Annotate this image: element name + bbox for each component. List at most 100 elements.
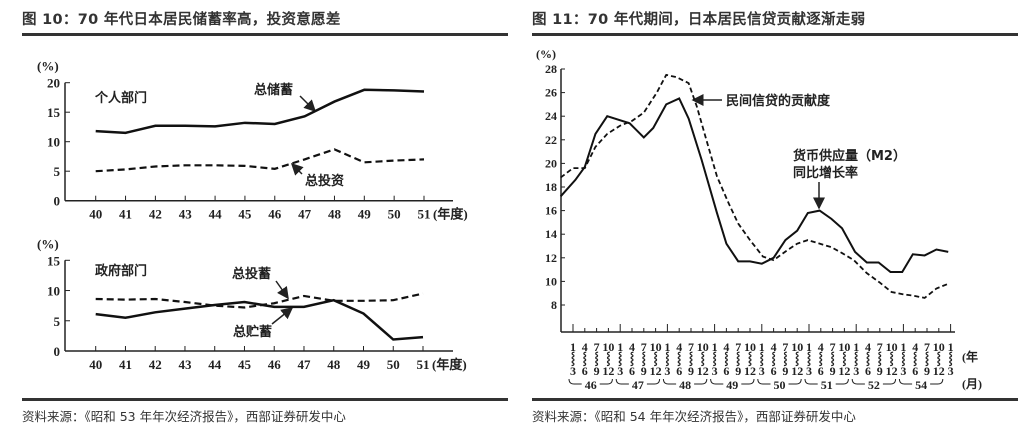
x-range-mark: ⸾ [583,351,587,367]
y-axis-unit: (%) [37,236,59,251]
x-tick-label: 47 [298,207,312,222]
y-tick-label: 5 [54,314,61,329]
x-range-mark: ⸾ [594,351,598,367]
x-tick-label: 48 [328,207,342,222]
x-month-end: 6 [629,364,635,378]
x-range-mark: ⸾ [783,351,787,367]
x-range-mark: ⸾ [618,351,622,367]
y-axis-unit: (%) [37,59,59,74]
x-range-mark: ⸾ [653,351,657,367]
left-figure-title: 图 10：70 年代日本居民储蓄率高，投资意愿差 [22,12,341,28]
series-label-total-investment: 总投资 [305,173,344,189]
y-tick-label: 12 [545,251,557,265]
x-month-start: 10 [838,340,850,354]
series-label-m2-line2: 同比增长率 [793,165,858,181]
x-range-mark: ⸾ [736,351,740,367]
x-axis-unit-month: (月) [962,377,982,391]
x-month-start: 4 [676,340,682,354]
x-month-start: 10 [650,340,662,354]
x-range-mark: ⸾ [630,351,634,367]
x-month-start: 1 [948,340,954,354]
x-range-mark: ⸾ [701,351,705,367]
x-tick-label: 42 [149,357,162,372]
x-range-mark: ⸾ [606,351,610,367]
x-month-end: 6 [582,364,588,378]
x-month-end: 3 [759,364,765,378]
x-range-mark: ⸾ [925,351,929,367]
x-month-start: 1 [759,340,765,354]
x-tick-label: 44 [209,207,223,222]
year-brace [898,378,944,385]
y-tick-label: 5 [54,164,61,179]
y-tick-label: 10 [47,135,60,150]
x-range-mark: ⸾ [866,351,870,367]
x-range-mark: ⸾ [689,351,693,367]
x-month-start: 1 [806,340,812,354]
year-brace [615,378,661,385]
x-month-end: 12 [697,364,709,378]
x-range-mark: ⸾ [948,351,952,367]
arrow-icon [275,280,289,300]
x-tick-label: 43 [179,207,193,222]
year-brace [568,378,613,385]
x-month-start: 7 [877,340,883,354]
x-range-mark: ⸾ [677,351,681,367]
x-month-start: 4 [912,340,918,354]
series-line-dashed [95,148,425,173]
x-axis-unit-year: (年 [962,349,978,364]
left-source-note: 资料来源：《昭和 53 年年次经济报告》，西部证券研发中心 [22,409,346,424]
x-axis-unit: (年度) [432,357,467,372]
x-range-mark: ⸾ [712,351,716,367]
y-tick-label: 16 [545,204,557,218]
x-month-end: 3 [617,364,623,378]
x-tick-label: 49 [358,207,372,222]
y-tick-label: 0 [54,194,61,209]
right-bottom-rule [532,398,1018,401]
x-range-mark: ⸾ [760,351,764,367]
series-line-solid [95,88,425,135]
x-range-mark: ⸾ [854,351,858,367]
x-month-start: 4 [723,340,729,354]
series-label-total-investment-gov: 总投蓄 [232,266,271,282]
y-tick-label: 14 [545,227,557,241]
x-year-label: 50 [774,378,786,392]
x-month-end: 9 [924,364,930,378]
year-brace [804,378,849,385]
x-axis-unit: (年度) [433,207,468,222]
x-month-end: 9 [735,364,741,378]
x-tick-label: 46 [268,207,282,222]
x-month-start: 4 [582,340,588,354]
x-month-end: 12 [933,364,945,378]
y-tick-label: 15 [47,105,61,120]
x-tick-label: 46 [268,357,282,372]
x-month-end: 3 [806,364,812,378]
right-top-rule [532,33,1018,36]
x-tick-label: 41 [119,357,132,372]
x-month-start: 10 [791,340,803,354]
x-range-mark: ⸾ [878,351,882,367]
y-tick-label: 10 [47,284,60,299]
x-range-mark: ⸾ [901,351,905,367]
x-month-end: 3 [900,364,906,378]
x-month-end: 12 [838,364,850,378]
x-year-label: 52 [868,378,880,392]
x-month-start: 10 [602,340,614,354]
x-month-end: 6 [723,364,729,378]
x-range-mark: ⸾ [889,351,893,367]
x-tick-label: 40 [89,357,102,372]
x-range-mark: ⸾ [665,351,669,367]
panel-label-government: 政府部门 [95,263,147,279]
y-axis-unit: (%) [536,47,556,61]
x-range-mark: ⸾ [913,351,917,367]
x-tick-label: 51 [418,207,431,222]
x-range-mark: ⸾ [819,351,823,367]
x-month-start: 10 [697,340,709,354]
y-tick-label: 10 [545,274,557,288]
x-month-start: 10 [744,340,756,354]
x-tick-label: 41 [119,207,132,222]
x-year-label: 54 [915,378,927,392]
x-month-end: 6 [771,364,777,378]
right-figure-title: 图 11：70 年代期间，日本居民信贷贡献逐渐走弱 [532,12,866,28]
x-month-start: 1 [664,340,670,354]
